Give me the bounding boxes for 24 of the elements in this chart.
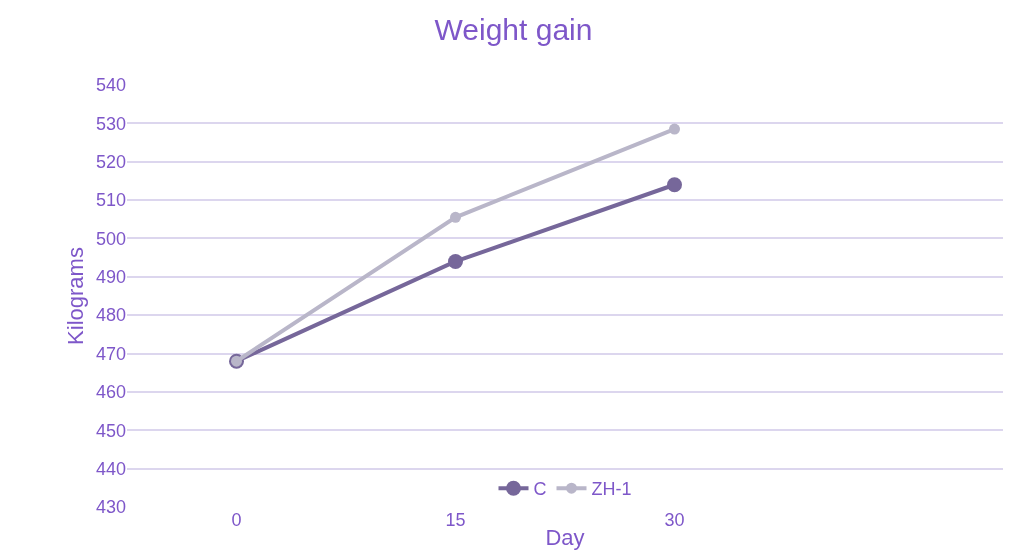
point [450, 211, 461, 223]
y-tick-label: 470 [95, 343, 126, 364]
legend-label: C [533, 479, 547, 500]
y-tick-label: 450 [95, 420, 126, 441]
y-axis-title: Kilograms [62, 247, 88, 345]
point [667, 177, 682, 193]
y-tick-label: 460 [95, 382, 126, 403]
y-tick-label: 530 [95, 113, 126, 134]
point [669, 123, 680, 135]
y-tick-label: 500 [95, 228, 126, 249]
x-tick-label: 30 [664, 510, 685, 530]
y-tick-label: 490 [95, 267, 126, 288]
y-tick-label: 440 [95, 458, 126, 479]
y-tick-label: 540 [95, 75, 126, 96]
y-tick-label: 510 [95, 190, 126, 211]
x-tick-label: 15 [445, 510, 466, 530]
point [448, 253, 463, 269]
y-tick-label: 520 [95, 152, 126, 173]
y-tick-label: 480 [95, 305, 126, 326]
x-axis-title: Day [545, 524, 585, 550]
x-tick-label: 0 [231, 510, 242, 530]
legend-label: ZH-1 [591, 479, 632, 500]
y-tick-label: 430 [95, 497, 126, 518]
chart-title: Weight gain [434, 13, 593, 47]
